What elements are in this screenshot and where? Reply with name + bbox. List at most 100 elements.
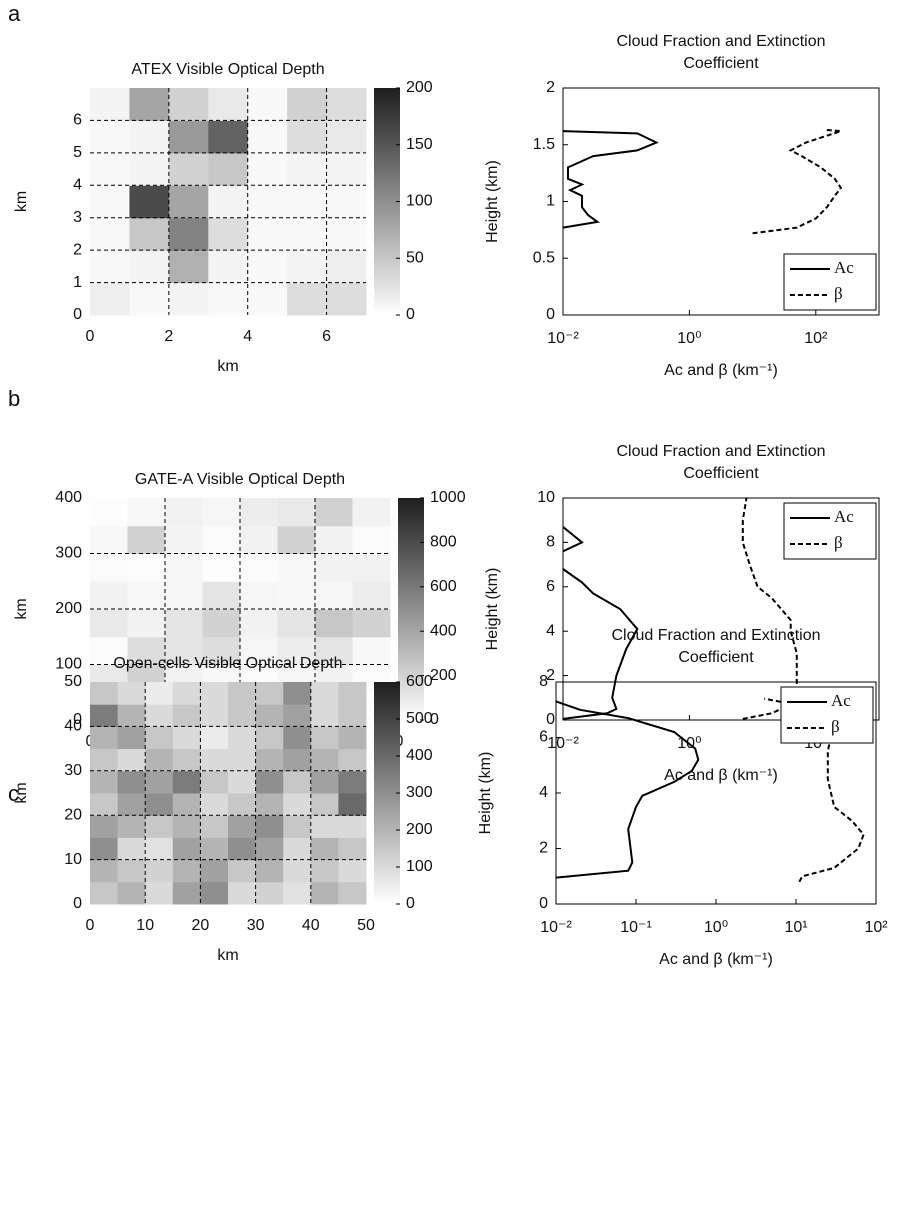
y-tick-label: 100 <box>55 656 82 673</box>
heat-cell <box>90 636 128 665</box>
y-tick-label: 8 <box>546 534 555 551</box>
heat-cell <box>315 553 353 582</box>
heat-cell <box>90 120 130 154</box>
heat-cell <box>165 498 203 527</box>
heat-cell <box>326 185 367 219</box>
heat-cell <box>338 793 367 816</box>
heat-cell <box>168 88 209 121</box>
heat-cell <box>145 726 174 750</box>
x-tick-label: 10¹ <box>784 919 807 936</box>
legend-box <box>780 686 874 744</box>
y-tick-label: 5 <box>73 144 82 161</box>
heat-cell <box>129 217 170 251</box>
heat-cell <box>247 282 288 316</box>
colorbar-tick-label: 150 <box>406 136 433 153</box>
heat-cell <box>90 217 130 251</box>
profile-line <box>555 700 700 879</box>
heat-cell <box>208 152 249 186</box>
heat-cell <box>315 498 353 527</box>
chart-title: Cloud Fraction and Extinction <box>617 443 826 460</box>
heat-cell <box>310 859 339 883</box>
heat-cell <box>255 682 284 705</box>
y-tick-label: 50 <box>64 673 82 690</box>
heat-cell <box>202 498 241 527</box>
heat-cell <box>145 837 174 861</box>
chart-title: Coefficient <box>683 55 759 72</box>
heat-cell <box>168 250 209 284</box>
heat-cell <box>202 525 241 554</box>
colorbar-tick-label: 50 <box>406 249 424 266</box>
heat-cell <box>240 553 278 582</box>
y-tick-label: 0 <box>73 306 82 323</box>
heat-cell <box>129 185 170 219</box>
heat-cell <box>228 726 257 750</box>
colorbar-tick-label: 0 <box>406 895 415 912</box>
y-tick-label: 6 <box>73 112 82 129</box>
heat-cell <box>283 815 312 838</box>
y-axis-label: Height (km) <box>484 160 501 243</box>
heat-cell <box>247 250 288 284</box>
heat-cell <box>168 120 209 154</box>
heat-cell <box>255 859 284 883</box>
heat-cell <box>168 282 209 316</box>
x-axis-label: km <box>217 358 238 375</box>
heat-cell <box>172 859 201 883</box>
x-tick-label: 4 <box>243 328 252 345</box>
heat-cell <box>90 250 130 284</box>
heat-cell <box>338 682 367 705</box>
heat-cell <box>90 704 119 727</box>
y-tick-label: 0 <box>546 306 555 323</box>
heat-cell <box>172 881 201 905</box>
heat-cell <box>90 88 130 121</box>
colorbar-tick-label: 200 <box>406 79 433 96</box>
heat-cell <box>326 282 367 316</box>
x-tick-label: 10⁻² <box>547 330 579 347</box>
heat-cell <box>326 250 367 284</box>
x-tick-label: 2 <box>164 328 173 345</box>
heat-cell <box>277 498 316 527</box>
heat-cell <box>240 498 278 527</box>
heat-cell <box>117 748 146 772</box>
y-tick-label: 1 <box>73 274 82 291</box>
y-tick-label: 0.5 <box>533 249 555 266</box>
heat-cell <box>310 770 339 794</box>
y-tick-label: 3 <box>73 209 82 226</box>
heat-cell <box>338 748 367 772</box>
x-tick-label: 10² <box>804 330 828 347</box>
heat-cell <box>287 152 328 186</box>
heat-cell <box>208 88 249 121</box>
heat-cell <box>283 881 312 905</box>
colorbar-tick-label: 0 <box>430 711 439 728</box>
heat-cell <box>228 837 257 861</box>
x-tick-label: 40 <box>302 917 320 934</box>
heat-cell <box>352 525 391 554</box>
x-axis-label: km <box>217 947 238 964</box>
y-tick-label: 2 <box>546 667 555 684</box>
heat-cell <box>277 581 316 610</box>
heat-cell <box>240 581 278 610</box>
heat-cell <box>129 152 170 186</box>
colorbar-tick-label: 500 <box>406 710 433 727</box>
heat-cell <box>145 770 174 794</box>
heat-cell <box>200 704 229 727</box>
colorbar-tick-label: 200 <box>406 821 433 838</box>
heat-cell <box>117 793 146 816</box>
x-tick-label: 10 <box>136 917 154 934</box>
heat-cell <box>90 525 128 554</box>
heat-cell <box>326 217 367 251</box>
heat-cell <box>247 120 288 154</box>
heat-cell <box>338 815 367 838</box>
heat-cell <box>90 185 130 219</box>
heat-cell <box>247 152 288 186</box>
heat-cell <box>283 770 312 794</box>
heat-cell <box>310 748 339 772</box>
panel-label: b <box>8 386 20 411</box>
heat-cell <box>326 152 367 186</box>
heat-cell <box>352 498 391 527</box>
heat-cell <box>283 682 312 705</box>
heat-cell <box>90 152 130 186</box>
heat-cell <box>90 815 119 838</box>
heat-cell <box>90 682 119 705</box>
heat-cell <box>315 609 353 638</box>
heat-cell <box>129 250 170 284</box>
